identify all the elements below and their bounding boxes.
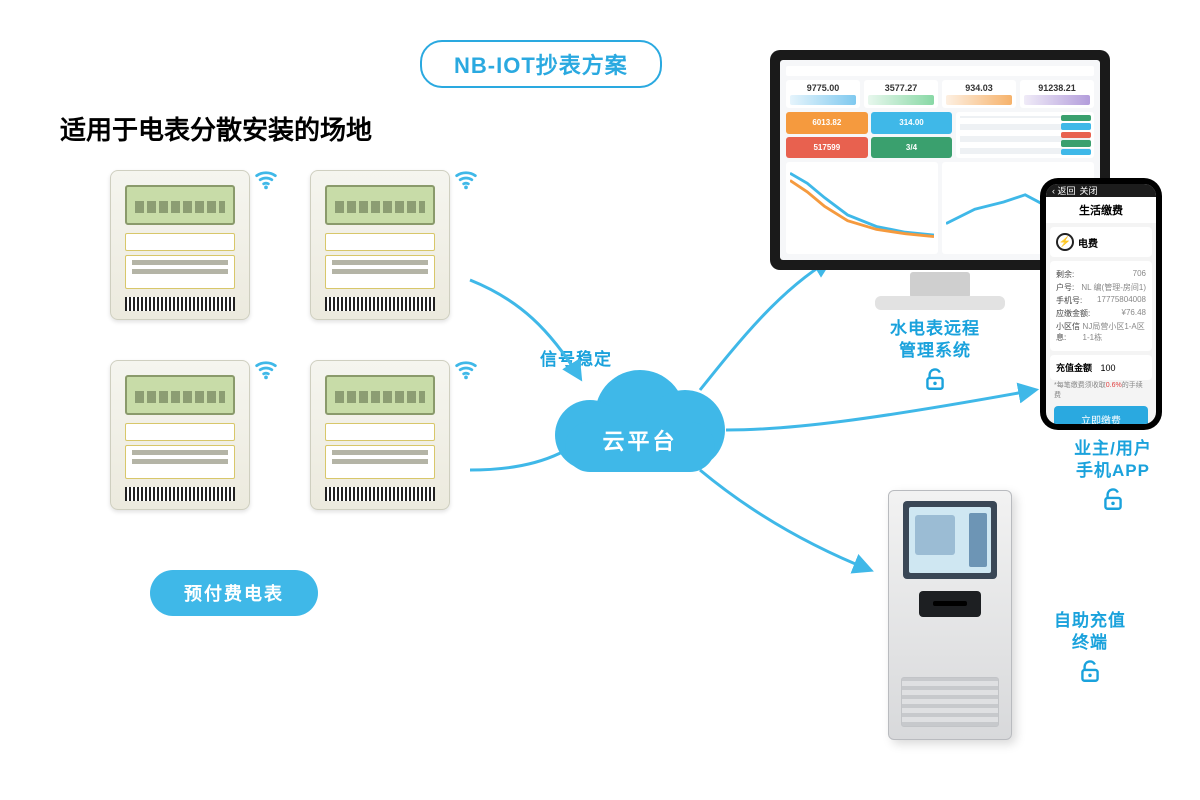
kiosk-caption: 自助充值 终端	[1045, 610, 1135, 684]
meters-area	[110, 170, 480, 530]
wifi-icon	[452, 354, 480, 382]
dashboard-table	[956, 112, 1094, 158]
lock-icon	[1100, 486, 1126, 512]
phone-nav: ‹ 返回 关闭	[1046, 184, 1156, 197]
dashboard-stat: 91238.21	[1020, 80, 1094, 108]
phone-nav-back[interactable]: ‹ 返回	[1052, 184, 1076, 197]
phone-caption-line2: 手机APP	[1068, 460, 1158, 482]
prepaid-meter	[110, 360, 250, 510]
dashboard-card: 3/4	[871, 137, 953, 159]
mobile-app: ‹ 返回 关闭 生活缴费 ⚡ 电费 剩余:706 户号:NL 编(管理-房间1) 手…	[1040, 178, 1162, 430]
meters-label: 预付费电表	[150, 570, 318, 616]
phone-bill-type: ⚡ 电费	[1056, 233, 1146, 251]
bolt-icon: ⚡	[1056, 233, 1074, 251]
phone-detail-row: 剩余:706	[1056, 269, 1146, 280]
phone-recharge: 充值金额 100	[1050, 355, 1152, 380]
wifi-icon	[252, 354, 280, 382]
dashboard-stat: 9775.00	[786, 80, 860, 108]
phone-pay-button[interactable]: 立即缴费	[1054, 406, 1148, 424]
dashboard-card: 6013.82	[786, 112, 868, 134]
scheme-subtitle: 适用于电表分散安装的场地	[60, 110, 372, 147]
dashboard-card: 517599	[786, 137, 868, 159]
phone-detail-rows: 剩余:706 户号:NL 编(管理-房间1) 手机号:17775804008 应缴金额…	[1050, 261, 1152, 351]
phone-fee-note: *每笔缴费须收取0.6%的手续费	[1046, 380, 1156, 400]
dashboard-stat: 3577.27	[864, 80, 938, 108]
prepaid-meter	[310, 170, 450, 320]
phone-page-title: 生活缴费	[1046, 197, 1156, 223]
prepaid-meter	[310, 360, 450, 510]
lock-icon	[922, 366, 948, 392]
prepaid-meter	[110, 170, 250, 320]
wifi-icon	[452, 164, 480, 192]
self-service-kiosk	[870, 490, 1030, 740]
monitor-caption: 水电表远程 管理系统	[870, 318, 1000, 392]
monitor-caption-line2: 管理系统	[870, 340, 1000, 362]
wifi-icon	[252, 164, 280, 192]
dashboard-chart-left	[786, 162, 938, 254]
phone-detail-row: 小区信息:NJ局营小区1-A区1-1栋	[1056, 321, 1146, 343]
phone-caption-line1: 业主/用户	[1068, 438, 1158, 460]
kiosk-caption-line2: 终端	[1045, 632, 1135, 654]
dashboard-card: 314.00	[871, 112, 953, 134]
phone-detail-row: 应缴金额:¥76.48	[1056, 308, 1146, 319]
phone-detail-row: 户号:NL 编(管理-房间1)	[1056, 282, 1146, 293]
phone-detail-row: 手机号:17775804008	[1056, 295, 1146, 306]
monitor-caption-line1: 水电表远程	[870, 318, 1000, 340]
cloud-platform: 云平台	[555, 370, 725, 480]
dashboard-stat: 934.03	[942, 80, 1016, 108]
kiosk-caption-line1: 自助充值	[1045, 610, 1135, 632]
scheme-title: NB-IOT抄表方案	[420, 40, 662, 88]
phone-nav-close[interactable]: 关闭	[1080, 184, 1098, 197]
cloud-label: 云平台	[555, 424, 725, 456]
signal-stable-label: 信号稳定	[540, 345, 612, 370]
lock-icon	[1077, 658, 1103, 684]
phone-caption: 业主/用户 手机APP	[1068, 438, 1158, 512]
